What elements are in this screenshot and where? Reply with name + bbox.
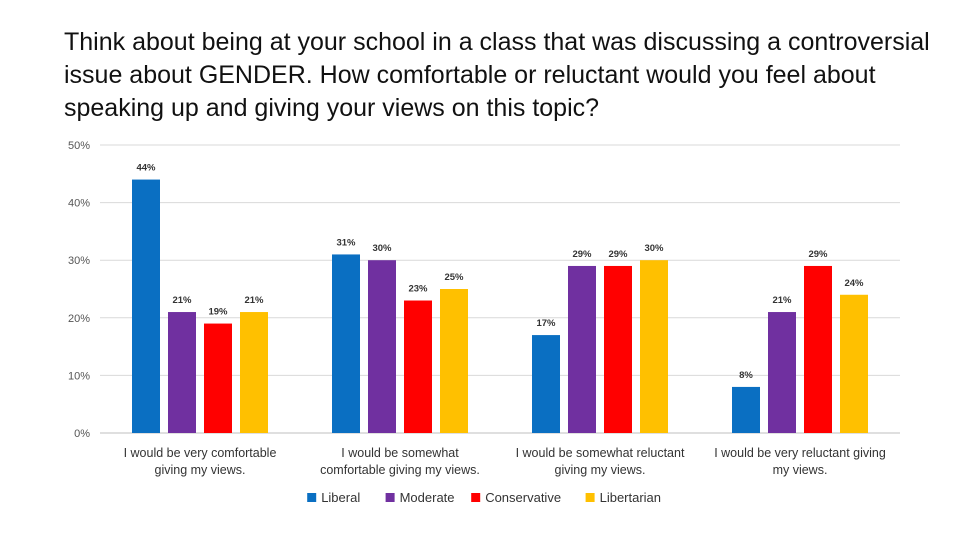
data-label: 29% [572, 249, 592, 260]
bar-libertarian [840, 294, 868, 433]
bar-conservative [404, 300, 432, 433]
data-label: 21% [172, 295, 192, 306]
bar-moderate [568, 265, 596, 433]
bar-liberal [732, 386, 760, 433]
grid [100, 144, 900, 434]
legend-swatch-conservative [471, 493, 481, 502]
y-tick-label: 50% [68, 140, 90, 152]
y-tick-label: 20% [68, 313, 90, 325]
category-label: I would be somewhat [341, 446, 459, 460]
bar-conservative [804, 265, 832, 433]
data-label: 30% [372, 243, 392, 254]
bar-liberal [132, 179, 160, 433]
category-label: I would be very reluctant giving [714, 446, 886, 460]
data-label: 29% [808, 249, 828, 260]
data-label: 19% [208, 307, 228, 318]
legend-label-moderate: Moderate [400, 490, 455, 505]
bar-liberal [332, 254, 360, 433]
y-tick-label: 10% [68, 370, 90, 382]
legend-swatch-libertarian [585, 493, 595, 502]
data-label: 8% [739, 370, 753, 381]
data-label: 24% [844, 278, 864, 289]
legend-swatch-liberal [307, 493, 317, 502]
category-label: my views. [773, 463, 828, 477]
data-label: 17% [536, 318, 556, 329]
category-label: comfortable giving my views. [320, 463, 480, 477]
y-tick-label: 40% [68, 198, 90, 210]
category-label: I would be somewhat reluctant [516, 446, 685, 460]
data-label: 25% [444, 272, 464, 283]
legend-label-liberal: Liberal [321, 490, 360, 505]
chart-title: Think about being at your school in a cl… [64, 28, 930, 122]
bar-libertarian [240, 312, 268, 433]
y-tick-label: 0% [74, 428, 90, 440]
legend-swatch-moderate [385, 493, 395, 502]
bar-liberal [532, 335, 560, 433]
bar-moderate [768, 312, 796, 433]
bar-moderate [168, 312, 196, 433]
bar-conservative [204, 323, 232, 433]
bar-moderate [368, 260, 396, 433]
data-label: 23% [408, 284, 428, 295]
data-label: 31% [336, 237, 356, 248]
data-label: 44% [136, 163, 156, 174]
labels: 0% 10% 20% 30% 40% 50% 44% 21% 19% 21% I would be … [68, 140, 886, 477]
bar-libertarian [640, 260, 668, 433]
legend-label-conservative: Conservative [485, 490, 561, 505]
bars [132, 179, 868, 433]
data-label: 21% [244, 295, 264, 306]
data-label: 21% [772, 295, 792, 306]
bar-libertarian [440, 289, 468, 433]
bar-conservative [604, 265, 632, 433]
data-label: 29% [608, 249, 628, 260]
category-label: I would be very comfortable [124, 446, 277, 460]
category-label: giving my views. [155, 463, 246, 477]
category-label: giving my views. [555, 463, 646, 477]
legend-label-libertarian: Libertarian [600, 490, 661, 505]
data-label: 30% [644, 243, 664, 254]
y-tick-label: 30% [68, 255, 90, 267]
legend: Liberal Moderate Conservative Libertarian [307, 490, 661, 505]
